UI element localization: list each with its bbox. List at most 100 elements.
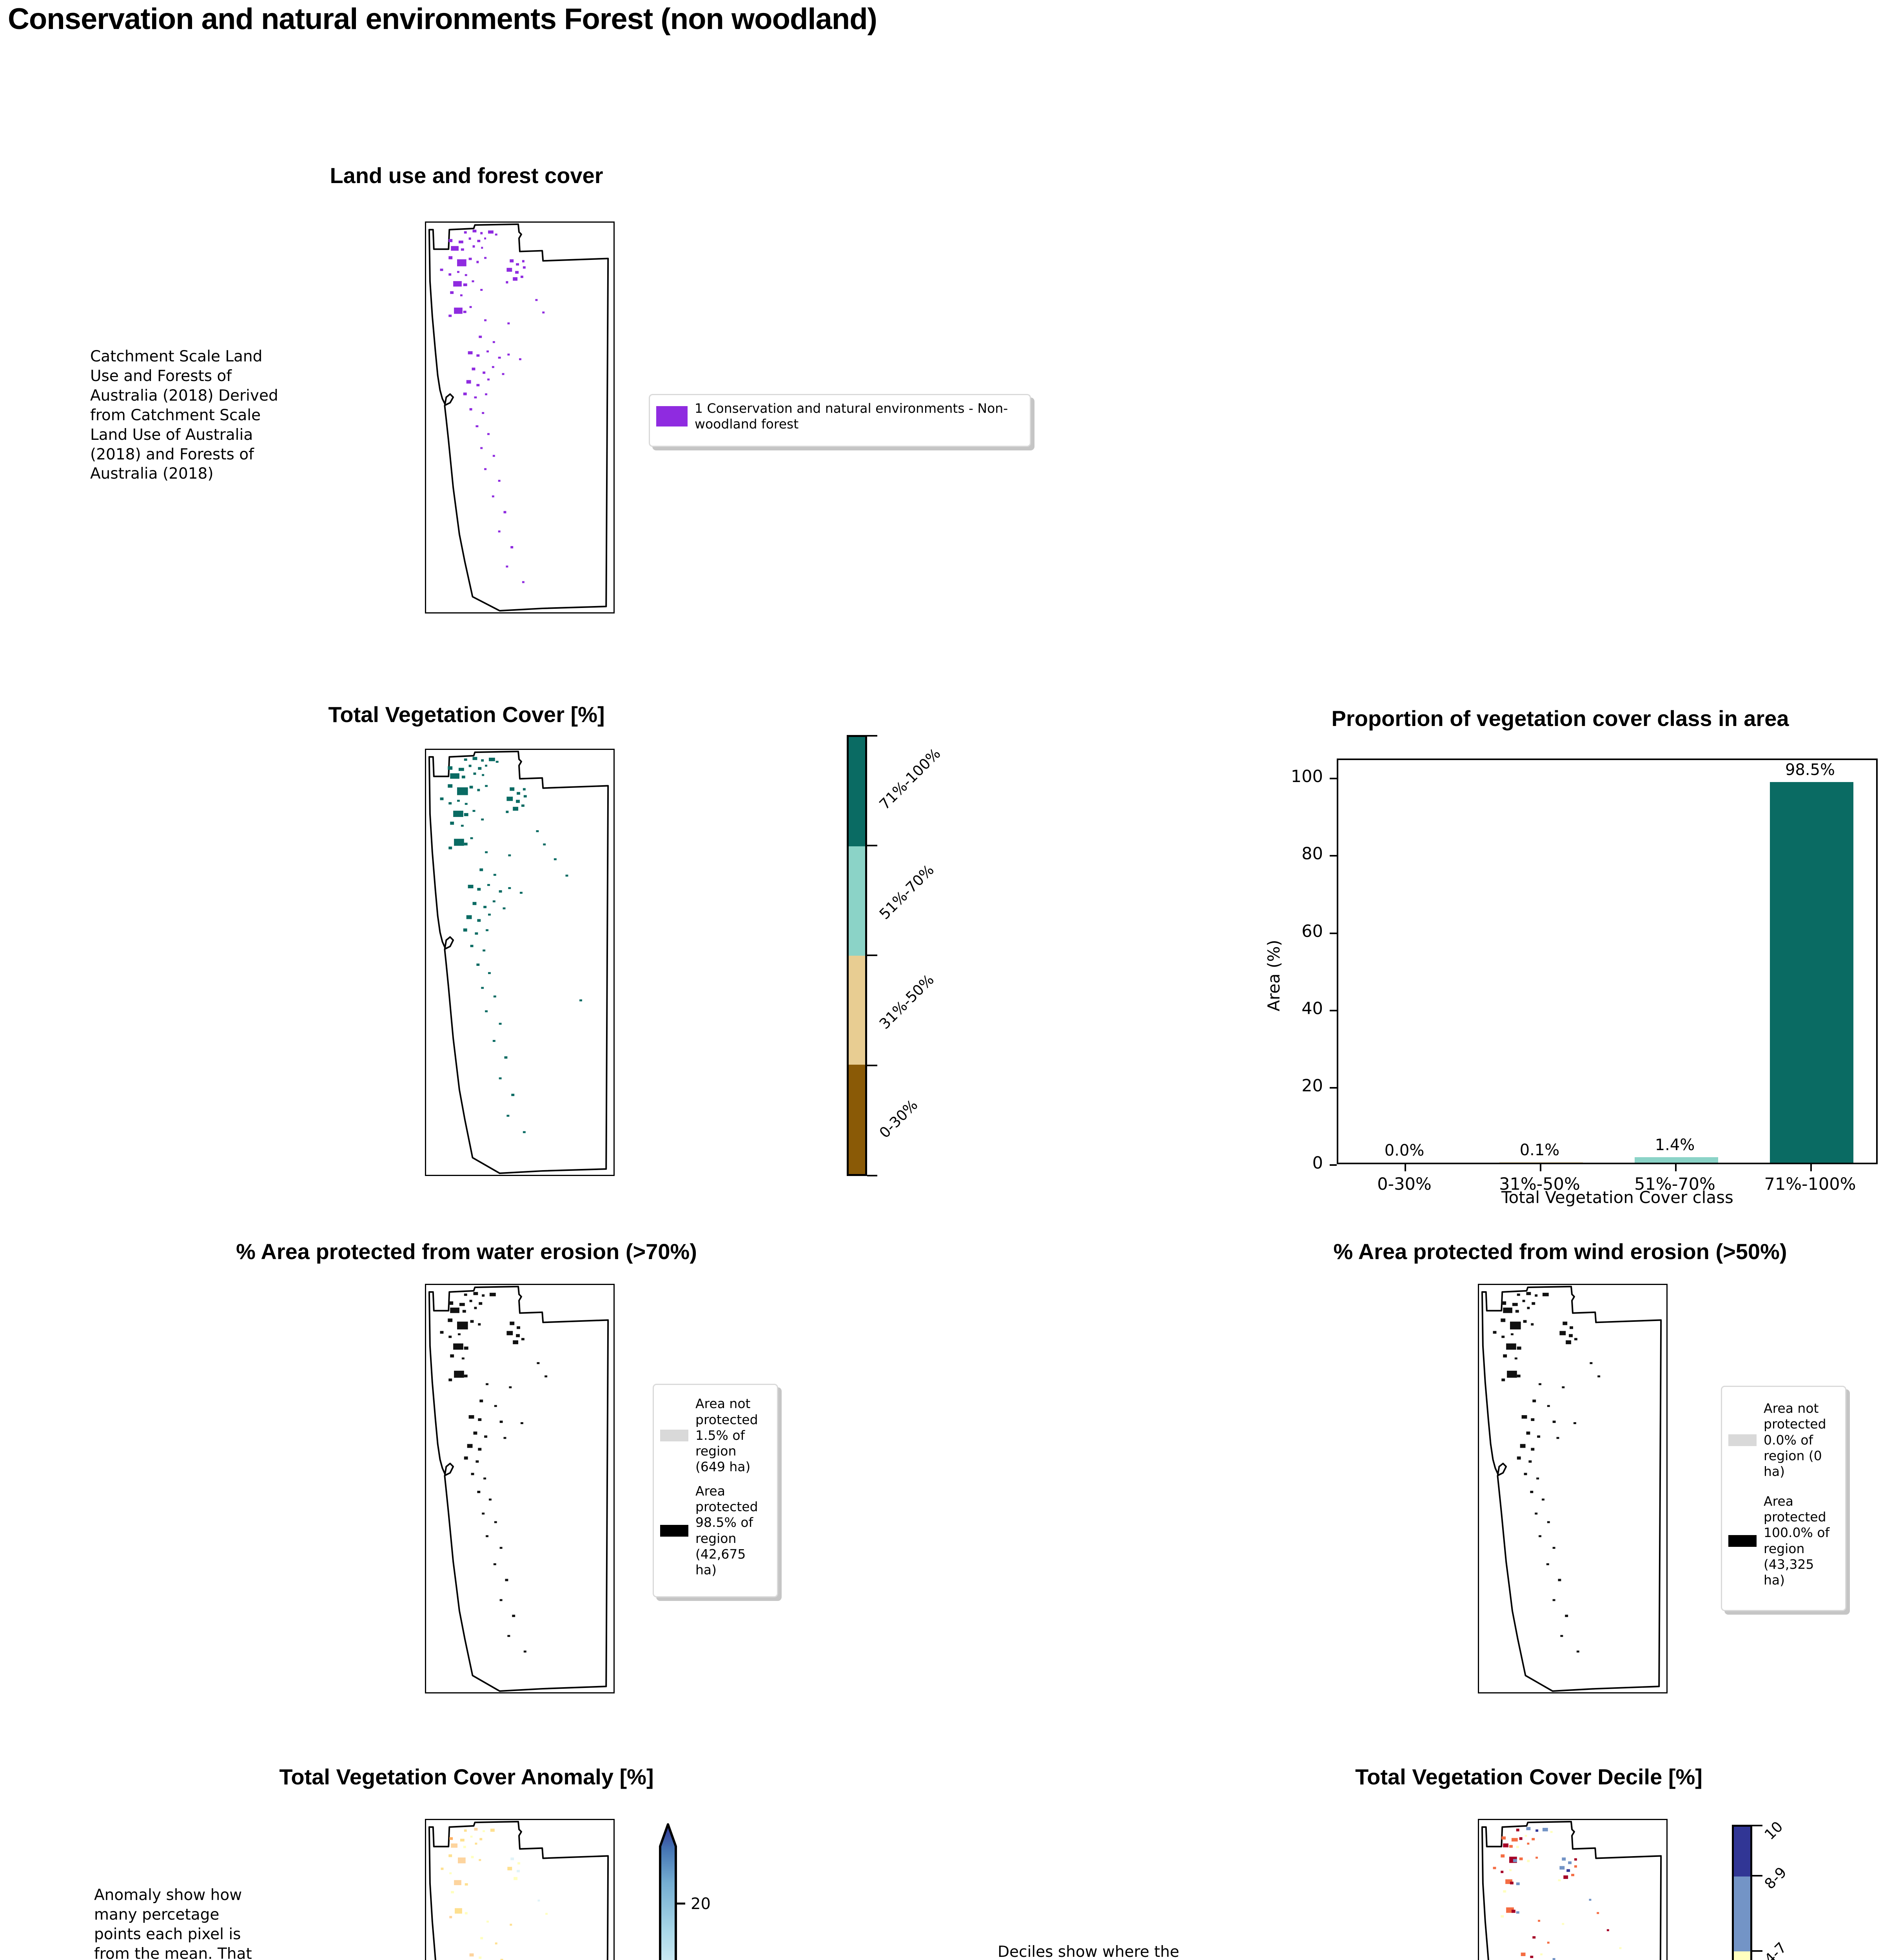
cbar-segment-31-50 xyxy=(849,955,865,1065)
barchart-x-tick xyxy=(1810,1164,1812,1171)
map-tick xyxy=(425,766,426,767)
map-tick xyxy=(1478,1567,1479,1568)
anomaly-colorbar[interactable]: 20 10 0 −10 −20 xyxy=(657,1822,814,1960)
water-erosion-map[interactable] xyxy=(425,1284,615,1693)
wind-erosion-map-graphic xyxy=(1481,1285,1662,1692)
cbar-segment-8-9 xyxy=(1734,1877,1750,1952)
water-erosion-panel-title: % Area protected from water erosion (>70… xyxy=(236,1239,697,1264)
wind-erosion-protected-pixels xyxy=(1493,1292,1601,1653)
map-tick xyxy=(425,399,426,400)
map-tick xyxy=(425,238,426,240)
legend-swatch-protected xyxy=(660,1524,688,1537)
map-tick xyxy=(425,965,426,967)
cbar-label-decile-4-7: 4-7 xyxy=(1761,1939,1790,1960)
map-tick xyxy=(425,1567,426,1568)
vegcover-panel-title: Total Vegetation Cover [%] xyxy=(328,702,605,727)
map-tick xyxy=(1636,1692,1637,1693)
map-tick xyxy=(1478,1434,1479,1435)
wind-erosion-panel-title: % Area protected from wind erosion (>50%… xyxy=(1333,1239,1787,1264)
barchart-y-tick xyxy=(1330,1087,1337,1089)
decile-map[interactable] xyxy=(1478,1819,1668,1960)
map-tick xyxy=(583,1692,584,1693)
map-tick xyxy=(1478,1902,1479,1904)
cbar-label-decile-10: 10 xyxy=(1761,1818,1786,1843)
map-tick xyxy=(425,832,426,833)
map-tick xyxy=(1478,1367,1479,1368)
bar-71%-100%[interactable] xyxy=(1770,782,1854,1163)
map-tick xyxy=(425,1902,426,1904)
barchart-y-tick-label-40: 40 xyxy=(1301,998,1323,1018)
vegetation-cover-colorbar[interactable]: 0-30% 31%-50% 51%-70% 71%-100% xyxy=(847,735,1011,1176)
map-tick xyxy=(1581,1692,1582,1693)
bar-value-label-71%-100%: 98.5% xyxy=(1785,761,1835,779)
decile-panel-title: Total Vegetation Cover Decile [%] xyxy=(1355,1764,1702,1789)
barchart-y-tick xyxy=(1330,778,1337,780)
cbar-segment-10 xyxy=(1734,1827,1750,1877)
anomaly-tick-20: 20 xyxy=(691,1895,711,1913)
cbar-tick xyxy=(867,1175,877,1176)
barchart-y-tick xyxy=(1330,855,1337,857)
water-erosion-legend[interactable]: Area not protected 1.5% of region (649 h… xyxy=(653,1384,778,1597)
map-tick xyxy=(425,477,426,479)
barchart-x-tick-label-51%-70%: 51%-70% xyxy=(1634,1174,1715,1194)
cbar-segment-0-30 xyxy=(849,1065,865,1174)
barchart-x-tick-label-0-30%: 0-30% xyxy=(1377,1174,1432,1194)
bar-31%-50%[interactable] xyxy=(1499,1162,1583,1163)
map-tick xyxy=(425,1032,426,1033)
wind-erosion-map[interactable] xyxy=(1478,1284,1668,1693)
barchart-y-tick-label-60: 60 xyxy=(1301,921,1323,941)
vegetation-cover-map-graphic xyxy=(428,750,609,1174)
barchart-plot-area[interactable] xyxy=(1337,759,1878,1164)
anomaly-note: Anomaly show how many percetage points e… xyxy=(94,1886,252,1960)
landuse-map[interactable] xyxy=(425,221,615,613)
cbar-label-decile-8-9: 8-9 xyxy=(1761,1864,1790,1893)
landuse-panel-title: Land use and forest cover xyxy=(330,163,603,188)
barchart-x-tick-label-31%-50%: 31%-50% xyxy=(1499,1174,1580,1194)
cbar-tick xyxy=(867,735,877,737)
map-tick xyxy=(425,1099,426,1100)
decile-colorbar[interactable]: 1 2-3 4-7 8-9 10 xyxy=(1732,1818,1897,1960)
map-tick xyxy=(425,899,426,900)
barchart-y-tick-label-0: 0 xyxy=(1312,1153,1323,1173)
cbar-tick xyxy=(867,1065,877,1066)
map-tick xyxy=(1526,1692,1527,1693)
map-tick xyxy=(528,1175,529,1176)
bar-value-label-51%-70%: 1.4% xyxy=(1655,1136,1695,1154)
barchart-y-tick xyxy=(1330,1009,1337,1011)
barchart-y-tick-label-20: 20 xyxy=(1301,1076,1323,1096)
map-tick xyxy=(425,1634,426,1635)
cbar-tick xyxy=(1752,1875,1762,1877)
vegetation-cover-pixels xyxy=(440,757,583,1133)
vegetation-cover-map[interactable] xyxy=(425,749,615,1176)
landuse-source-note: Catchment Scale Land Use and Forests of … xyxy=(90,348,278,483)
bar-value-label-0-30%: 0.0% xyxy=(1384,1142,1425,1160)
anomaly-panel-title: Total Vegetation Cover Anomaly [%] xyxy=(279,1764,654,1789)
wind-erosion-legend[interactable]: Area not protected 0.0% of region (0 ha)… xyxy=(1721,1386,1846,1611)
anomaly-colorbar-graphic xyxy=(659,1823,685,1960)
water-legend-protected-label: Area protected 98.5% of region (42,675 h… xyxy=(695,1483,758,1578)
water-erosion-map-graphic xyxy=(428,1285,609,1692)
wind-legend-not-protected-label: Area not protected 0.0% of region (0 ha) xyxy=(1764,1401,1826,1479)
map-tick xyxy=(1478,1501,1479,1502)
cbar-tick xyxy=(1752,1950,1762,1952)
landuse-legend[interactable]: 1 Conservation and natural environments … xyxy=(649,394,1031,447)
map-tick xyxy=(528,1692,529,1693)
barchart-y-axis-label: Area (%) xyxy=(1264,940,1283,1011)
map-tick xyxy=(528,612,529,613)
landuse-map-graphic xyxy=(428,223,609,612)
decile-note: Deciles show where the pixel value lies … xyxy=(998,1943,1180,1960)
legend-swatch-not-protected xyxy=(1728,1434,1757,1446)
map-tick xyxy=(473,612,474,613)
map-tick xyxy=(425,321,426,322)
legend-swatch-protected xyxy=(1728,1535,1757,1547)
cbar-segment-51-70 xyxy=(849,846,865,956)
map-tick xyxy=(425,1434,426,1435)
cbar-segment-71-100 xyxy=(849,737,865,846)
landuse-forest-pixels xyxy=(440,229,545,583)
water-erosion-protected-pixels xyxy=(440,1292,548,1653)
map-tick xyxy=(425,1501,426,1502)
bar-51%-70%[interactable] xyxy=(1634,1157,1719,1163)
cbar-tick xyxy=(867,845,877,846)
anomaly-map[interactable] xyxy=(425,1819,615,1960)
page-title: Conservation and natural environments Fo… xyxy=(8,2,877,36)
